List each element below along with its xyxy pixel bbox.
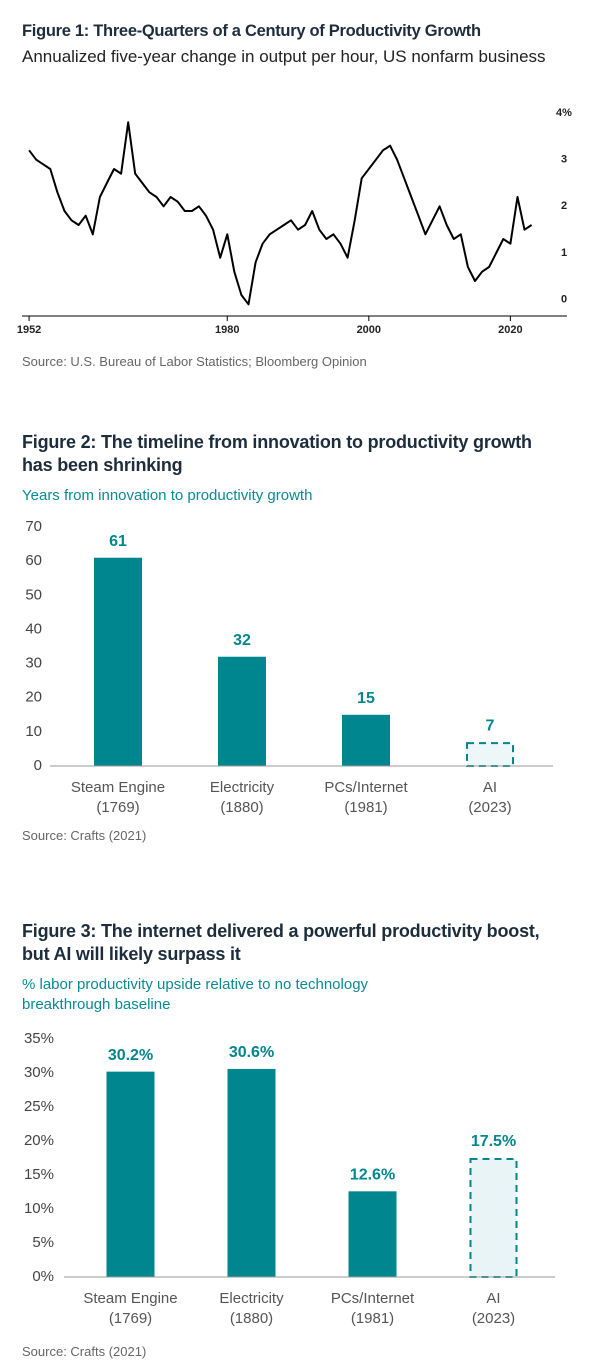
y-tick-label: 50: [25, 586, 42, 603]
bar: [218, 656, 266, 766]
y-tick-label: 20: [25, 689, 42, 706]
chart-source: Source: Crafts (2021): [22, 1344, 147, 1359]
chart-title: Figure 3: The internet delivered a power…: [22, 921, 540, 964]
chart-title: Figure 1: Three-Quarters of a Century of…: [22, 22, 481, 40]
value-label: 12.6%: [350, 1167, 395, 1184]
y-tick-label: 60: [25, 552, 42, 569]
y-tick-label: 4%: [556, 107, 572, 119]
bar: [342, 714, 390, 766]
x-tick-label: PCs/Internet (1981): [324, 779, 408, 816]
bar: [106, 1071, 155, 1277]
y-tick-label: 40: [25, 620, 42, 637]
y-tick-label: 1: [561, 247, 567, 259]
y-tick-label: 20%: [24, 1132, 54, 1149]
value-label: 17.5%: [471, 1133, 516, 1150]
y-tick-label: 3: [561, 154, 567, 166]
y-tick-label: 0: [34, 757, 42, 774]
chart-subtitle: % labor productivity upside relative to …: [22, 976, 369, 1013]
chart-subtitle: Annualized five-year change in output pe…: [22, 47, 546, 66]
value-label: 30.6%: [229, 1044, 274, 1061]
x-tick-label: 1980: [215, 324, 239, 336]
y-tick-label: 5%: [32, 1234, 54, 1251]
value-label: 32: [233, 632, 251, 649]
y-tick-label: 35%: [24, 1030, 54, 1047]
bar: [466, 742, 514, 767]
line: [28, 121, 533, 306]
x-tick-label: Steam Engine (1769): [70, 779, 166, 816]
y-tick-label: 0%: [32, 1268, 54, 1285]
chart-source: Source: U.S. Bureau of Labor Statistics;…: [22, 354, 367, 369]
y-tick-label: 2: [561, 200, 567, 212]
bar: [469, 1158, 518, 1278]
x-tick-label: 1952: [17, 324, 41, 336]
x-tick-label: AI (2023): [471, 1290, 516, 1327]
y-tick-label: 25%: [24, 1098, 54, 1115]
x-tick-label: 2020: [498, 324, 522, 336]
x-tick-label: AI (2023): [468, 779, 512, 816]
value-label: 61: [109, 533, 127, 550]
y-tick-label: 10%: [24, 1200, 54, 1217]
bar: [227, 1068, 276, 1277]
chart-title: Figure 2: The timeline from innovation t…: [22, 432, 532, 475]
y-tick-label: 10: [25, 723, 42, 740]
value-label: 7: [486, 717, 495, 734]
x-tick-label: Steam Engine (1769): [83, 1290, 178, 1327]
chart-source: Source: Crafts (2021): [22, 828, 147, 843]
y-tick-label: 15%: [24, 1166, 54, 1183]
x-tick-label: PCs/Internet (1981): [330, 1290, 415, 1327]
value-label: 30.2%: [108, 1047, 153, 1064]
bar: [94, 557, 142, 766]
y-tick-label: 70: [25, 518, 42, 535]
y-tick-label: 0: [561, 294, 567, 306]
x-tick-label: Electricity (1880): [219, 1290, 284, 1327]
x-tick-label: Electricity (1880): [209, 779, 275, 816]
y-tick-label: 30: [25, 655, 42, 672]
y-tick-label: 30%: [24, 1064, 54, 1081]
x-tick-label: 2000: [357, 324, 381, 336]
bar: [348, 1191, 397, 1277]
chart-subtitle: Years from innovation to productivity gr…: [22, 487, 313, 504]
value-label: 15: [357, 690, 375, 707]
